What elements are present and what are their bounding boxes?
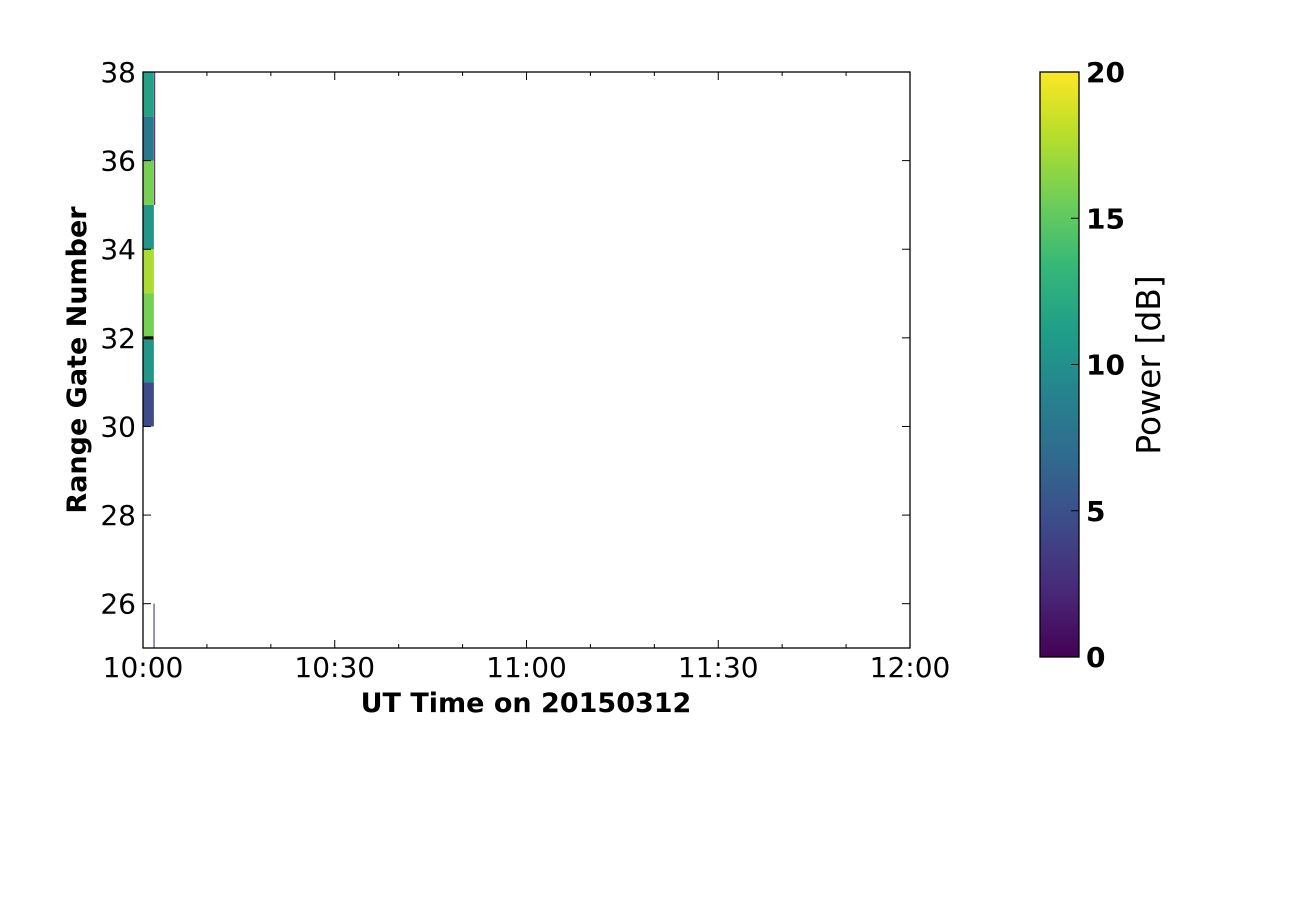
y-axis-label: Range Gate Number [62,206,93,514]
heatmap-cell [143,337,154,383]
heatmap-cell [143,116,154,161]
heatmap-cell [154,72,156,205]
y-tick-label: 36 [100,145,136,178]
colorbar-tick-label: 5 [1086,495,1105,528]
y-tick-label: 38 [100,56,136,89]
y-tick-label: 32 [100,322,136,355]
colorbar-axis: 0 5 10 15 20 [1071,56,1125,674]
x-tick-label: 10:30 [294,651,375,684]
y-tick-label: 28 [100,499,136,532]
colorbar-tick-label: 10 [1086,349,1125,382]
x-tick-label: 10:00 [103,651,184,684]
colorbar-label: Power [dB] [1129,275,1168,455]
colorbar-tick-label: 0 [1086,641,1105,674]
x-tick-label: 11:30 [678,651,759,684]
y-axis: 26 28 30 32 34 36 38 [100,56,910,621]
heatmap-cells [143,72,156,648]
y-tick-label: 30 [100,410,136,443]
heatmap-cell [143,249,154,294]
colorbar-tick-label: 20 [1086,56,1125,89]
plot-frame [142,71,911,649]
heatmap-cell [143,204,154,250]
x-axis-label: UT Time on 20150312 [361,688,692,719]
heatmap-cell [143,72,154,117]
heatmap-cell [143,382,154,427]
x-axis: 10:00 10:30 11:00 11:30 12:00 [103,72,951,684]
heatmap-cell [143,160,154,205]
x-tick-label: 11:00 [486,651,567,684]
heatmap-cell [143,293,154,338]
x-tick-label: 12:00 [870,651,951,684]
heatmap-cell [153,603,155,648]
colorbar-tick-label: 15 [1086,202,1125,235]
y-tick-label: 34 [100,233,136,266]
y-tick-label: 26 [100,588,136,621]
